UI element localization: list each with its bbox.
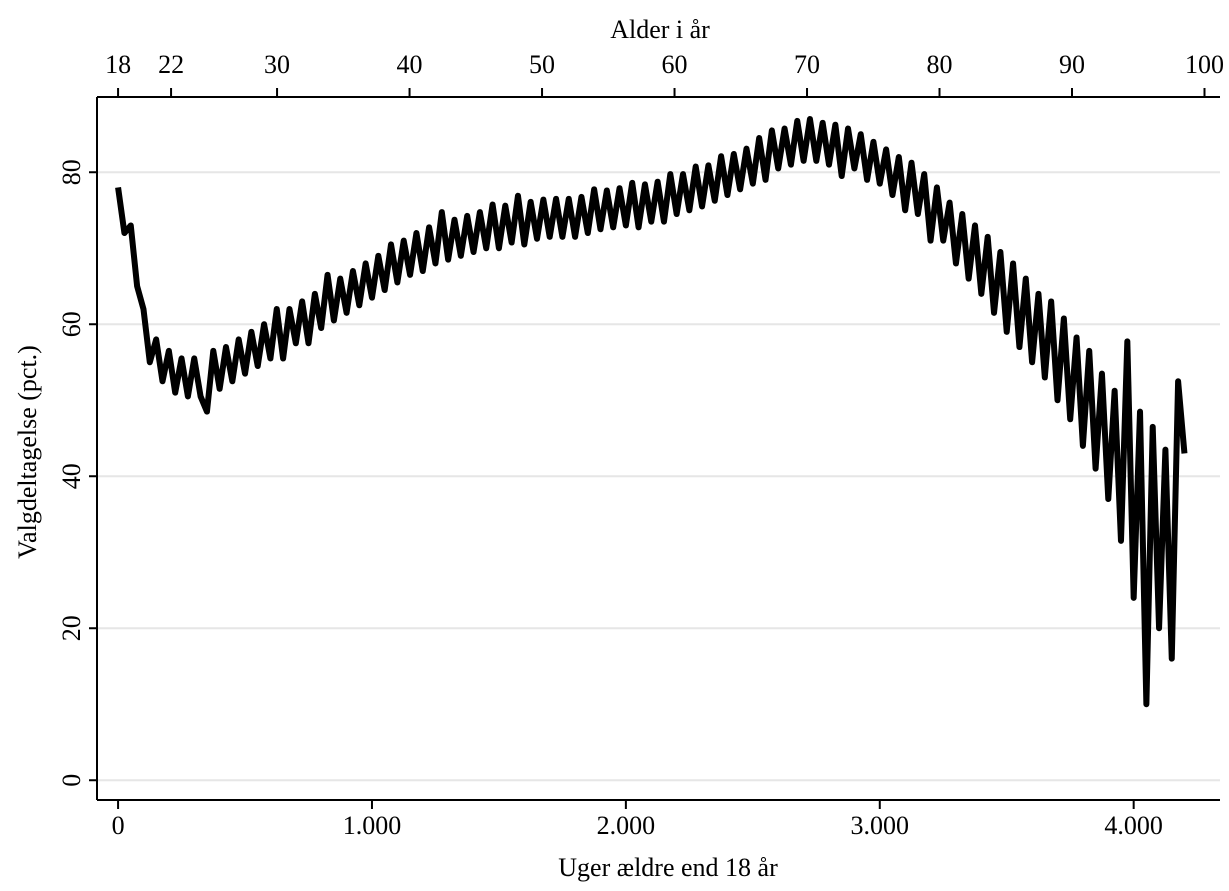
x-tick-label: 4.000 xyxy=(1104,811,1163,840)
line-series xyxy=(115,116,1188,708)
top-tick-label: 22 xyxy=(158,50,184,79)
top-tick-label: 50 xyxy=(529,50,555,79)
y-tick-label: 20 xyxy=(57,615,86,641)
x-tick-label: 1.000 xyxy=(343,811,402,840)
top-tick-label: 60 xyxy=(662,50,688,79)
y-tick-label: 60 xyxy=(57,311,86,337)
top-tick-label: 30 xyxy=(264,50,290,79)
y-tick-label: 40 xyxy=(57,463,86,489)
x-tick-label: 3.000 xyxy=(851,811,910,840)
top-tick-label: 80 xyxy=(927,50,953,79)
top-tick-label: 40 xyxy=(397,50,423,79)
x-tick-label: 0 xyxy=(112,811,125,840)
y-tick-label: 0 xyxy=(57,774,86,787)
x-axis-title: Uger ældre end 18 år xyxy=(558,853,778,882)
top-axis-title: Alder i år xyxy=(610,15,710,44)
top-tick-label: 18 xyxy=(105,50,131,79)
y-tick-label: 80 xyxy=(57,159,86,185)
top-tick-label: 70 xyxy=(794,50,820,79)
top-tick-label: 90 xyxy=(1059,50,1085,79)
x-tick-label: 2.000 xyxy=(597,811,656,840)
top-tick-label: 100 xyxy=(1185,50,1224,79)
y-axis-title: Valgdeltagelse (pct.) xyxy=(13,345,42,559)
